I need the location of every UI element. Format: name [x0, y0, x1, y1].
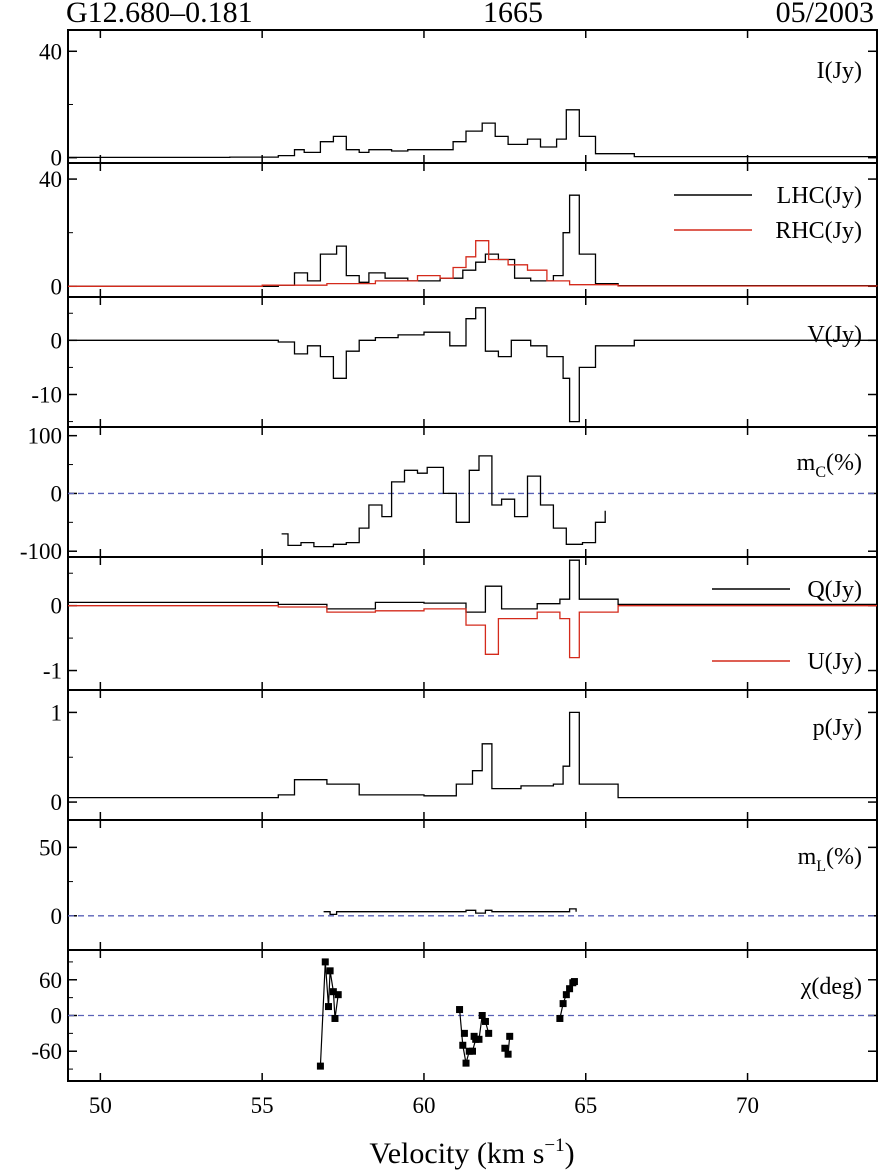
data-point [324, 1003, 332, 1011]
data-point [321, 958, 329, 966]
legend-entry: RHC(Jy) [775, 218, 862, 244]
panel-frame [67, 29, 878, 164]
series-line-V(Jy) [68, 307, 877, 423]
data-point [331, 1014, 339, 1022]
panel-frame [67, 296, 878, 428]
y-tick-label: 1 [51, 700, 63, 725]
panel-label-I: I(Jy) [817, 58, 862, 84]
panel-chi: 60 0 -60 χ(deg) [31, 949, 878, 1082]
panel-label-mC: mC(%) [797, 450, 862, 481]
y-tick-label: 0 [51, 1004, 63, 1029]
y-tick-label: 0 [51, 594, 63, 619]
panel-frame [67, 162, 878, 298]
data-point [470, 1032, 478, 1040]
source-name: G12.680–0.181 [66, 0, 253, 29]
y-tick-label: 60 [39, 968, 62, 993]
data-point [459, 1041, 467, 1049]
panel-label-mL: mL(%) [798, 844, 862, 875]
panel-mL: 50 0 mL(%) [39, 819, 878, 951]
panel-mC: 100 0 -100 mC(%) [20, 424, 878, 564]
data-point [570, 978, 578, 986]
series-line-LHC(Jy) [68, 194, 878, 287]
panel-frame [67, 689, 878, 821]
y-tick-label: 0 [51, 146, 63, 171]
series-line-m_C(%) [281, 455, 606, 548]
data-point [485, 1029, 493, 1037]
data-point [562, 991, 570, 999]
data-point [556, 1014, 564, 1022]
panel-V: 0 -10 V(Jy) [31, 296, 878, 428]
frequency-label: 1665 [483, 0, 543, 29]
y-tick-label: 100 [28, 424, 63, 449]
data-point [462, 1059, 470, 1067]
data-point [506, 1032, 514, 1040]
data-point [460, 1029, 468, 1037]
x-tick-label: 50 [89, 1093, 112, 1118]
panel-label-p: p(Jy) [813, 715, 862, 741]
x-axis-label-close: ) [565, 1137, 575, 1170]
panel-LHC_RHC: 0 40 LHC(Jy) RHC(Jy) [39, 162, 878, 299]
panel-frame [67, 426, 878, 558]
data-point [475, 1035, 483, 1043]
data-point [469, 1047, 476, 1055]
panel-I: 0 40 I(Jy) [39, 29, 878, 171]
data-point [329, 988, 337, 996]
data-point [456, 1006, 464, 1014]
x-axis-label-text: Velocity (km s [369, 1137, 544, 1170]
series-line-m_L(%) [323, 908, 577, 916]
y-tick-label: 0 [51, 274, 63, 299]
panel-frame [67, 556, 878, 691]
data-point [326, 967, 334, 975]
data-point [501, 1044, 509, 1052]
y-tick-label: 40 [39, 39, 62, 64]
series-line-RHC(Jy) [68, 240, 878, 287]
series-line-Q(Jy) [68, 559, 878, 613]
y-tick-label: 0 [51, 481, 63, 506]
data-point [481, 1017, 489, 1025]
data-point [566, 985, 574, 993]
x-tick-label: 60 [412, 1093, 435, 1118]
series-connector [319, 961, 339, 1067]
panel-label-V: V(Jy) [807, 322, 862, 348]
epoch-label: 05/2003 [776, 0, 874, 29]
x-tick-label: 55 [251, 1093, 274, 1118]
data-point [559, 1000, 567, 1008]
panel-QU: 0 -1 Q(Jy) U(Jy) [43, 556, 878, 691]
panel-label-chi: χ(deg) [800, 974, 862, 1000]
panel-frame [67, 819, 878, 951]
x-axis-ticks: 50 55 60 65 70 [89, 1093, 759, 1118]
data-point [504, 1050, 512, 1058]
x-axis-label: Velocity (km s−1) [369, 1135, 574, 1170]
y-tick-label: 0 [51, 904, 63, 929]
data-point [316, 1062, 324, 1070]
legend-entry: U(Jy) [807, 649, 862, 675]
x-tick-label: 70 [736, 1093, 759, 1118]
y-tick-label: -10 [31, 383, 62, 408]
series-line-U(Jy) [68, 605, 877, 659]
data-point [478, 1012, 486, 1019]
legend-entry: Q(Jy) [807, 577, 862, 603]
legend-entry: LHC(Jy) [777, 183, 862, 209]
y-tick-label: 0 [51, 790, 63, 815]
series-line-p(Jy) [68, 711, 877, 799]
y-tick-label: -100 [20, 539, 62, 564]
y-tick-label: 50 [39, 835, 62, 860]
x-axis-label-exponent: −1 [544, 1135, 564, 1156]
series-line-I(Jy) [68, 109, 878, 159]
y-tick-label: -1 [43, 659, 62, 684]
data-point [334, 991, 342, 999]
panel-stack: 040I(Jy)040LHC(Jy)RHC(Jy)0-10V(Jy)1000-1… [20, 29, 878, 1082]
y-tick-label: 0 [51, 328, 63, 353]
x-tick-label: 65 [574, 1093, 597, 1118]
panel-p: 1 0 p(Jy) [51, 689, 878, 821]
y-tick-label: 40 [39, 167, 62, 192]
y-tick-label: -60 [31, 1039, 62, 1064]
